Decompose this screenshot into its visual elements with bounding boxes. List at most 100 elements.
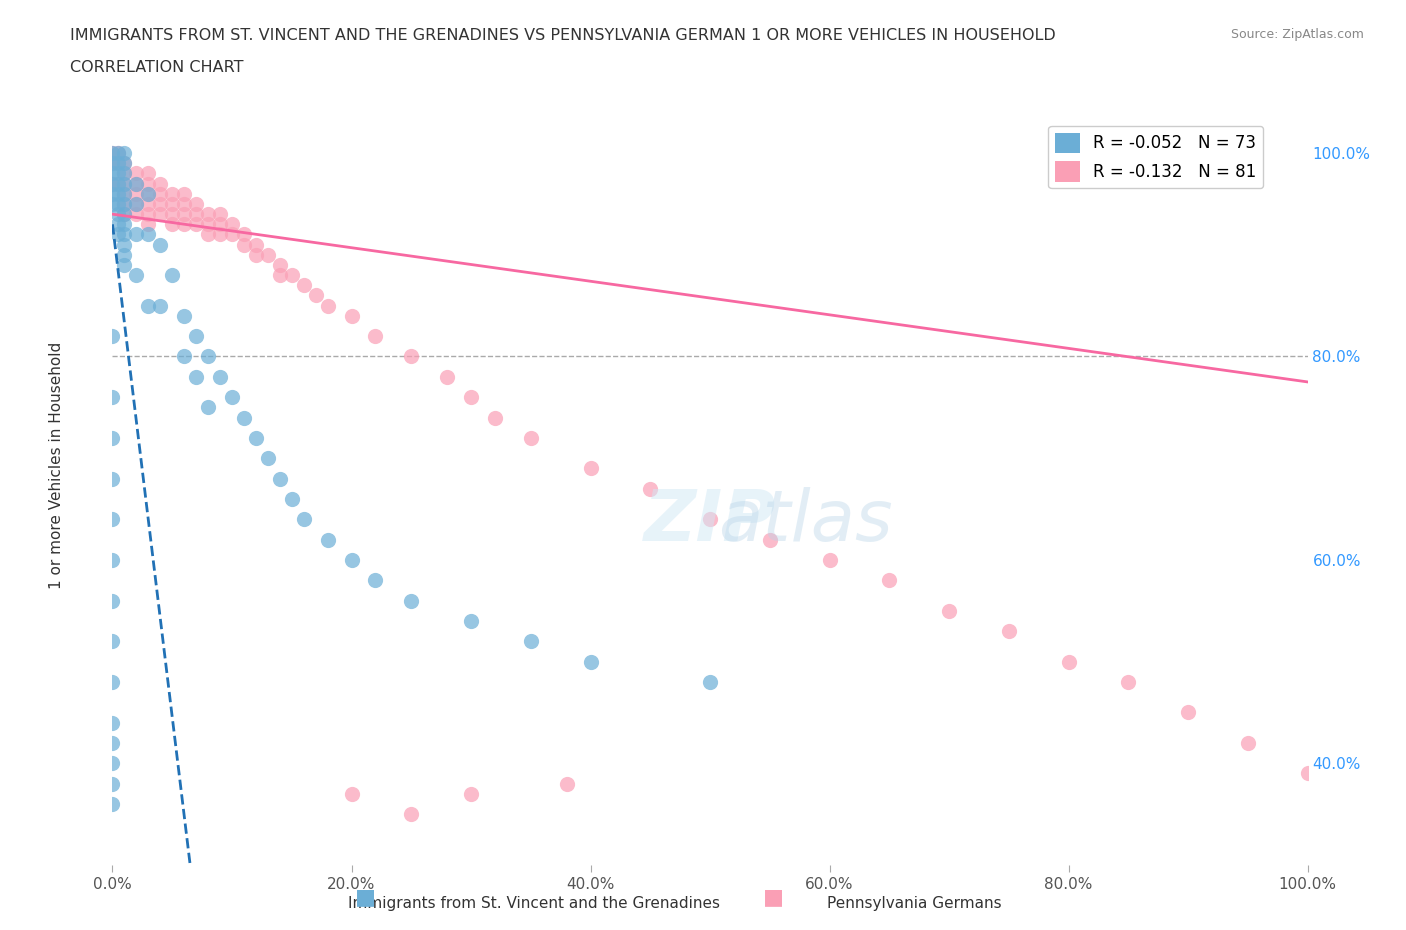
Point [107,176,129,191]
Point [460,786,482,801]
Point [101,796,124,811]
Point [114,217,135,232]
Point [114,166,135,181]
Point [938,604,960,618]
Point [138,217,160,232]
Point [125,196,148,211]
Point [162,268,183,283]
Point [101,196,124,211]
Point [101,552,124,567]
Point [555,777,578,791]
Text: IMMIGRANTS FROM ST. VINCENT AND THE GRENADINES VS PENNSYLVANIA GERMAN 1 OR MORE : IMMIGRANTS FROM ST. VINCENT AND THE GREN… [70,28,1056,43]
Point [162,186,183,201]
Point [107,156,129,171]
Point [101,176,124,191]
Point [245,237,267,252]
Text: Pennsylvania Germans: Pennsylvania Germans [827,897,1001,911]
Point [162,217,183,232]
Point [114,196,135,211]
Point [197,227,219,242]
Point [138,227,160,242]
Point [107,166,129,181]
Point [401,593,423,608]
Point [114,258,135,272]
Point [281,491,304,506]
Point [114,206,135,221]
Point [257,247,280,262]
Point [101,186,124,201]
Point [114,156,135,171]
Point [125,206,148,221]
Point [101,633,124,648]
Point [186,196,208,211]
Point [125,268,148,283]
Point [520,633,543,648]
Point [162,206,183,221]
Point [197,400,219,415]
Point [173,309,195,324]
Point [699,512,721,526]
Point [640,481,662,496]
Point [1237,736,1260,751]
Point [101,431,124,445]
Point [125,227,148,242]
Point [209,206,232,221]
Point [149,196,172,211]
Point [221,217,243,232]
Point [107,176,129,191]
Point [998,624,1021,639]
Point [114,176,135,191]
Point [484,410,506,425]
Point [245,431,267,445]
Point [173,206,195,221]
Point [101,512,124,526]
Point [233,227,256,242]
Point [101,736,124,751]
Point [138,196,160,211]
Point [401,806,423,821]
Point [107,146,129,161]
Point [101,146,124,161]
Point [149,206,172,221]
Point [101,176,124,191]
Point [114,206,135,221]
Point [209,369,232,384]
Point [401,349,423,364]
Point [107,156,129,171]
Point [101,390,124,405]
Point [101,166,124,181]
Point [114,186,135,201]
Point [101,593,124,608]
Point [209,227,232,242]
Point [101,156,124,171]
Point [233,237,256,252]
Point [233,410,256,425]
Point [245,247,267,262]
Point [316,299,339,313]
Point [186,206,208,221]
Point [221,390,243,405]
Point [1118,674,1140,689]
Point [186,217,208,232]
Text: CORRELATION CHART: CORRELATION CHART [70,60,243,75]
Text: Immigrants from St. Vincent and the Grenadines: Immigrants from St. Vincent and the Gren… [349,897,720,911]
Point [340,786,363,801]
Point [186,369,208,384]
Point [107,196,129,211]
Point [107,206,129,221]
Point [818,552,841,567]
Point [114,166,135,181]
Point [114,227,135,242]
Point [173,349,195,364]
Point [114,146,135,161]
Point [101,715,124,730]
Point [281,268,304,283]
Point [101,146,124,161]
Point [114,237,135,252]
Point [149,186,172,201]
Point [114,176,135,191]
Point [114,186,135,201]
Point [138,176,160,191]
Point [759,532,782,547]
Text: ■: ■ [763,886,783,907]
